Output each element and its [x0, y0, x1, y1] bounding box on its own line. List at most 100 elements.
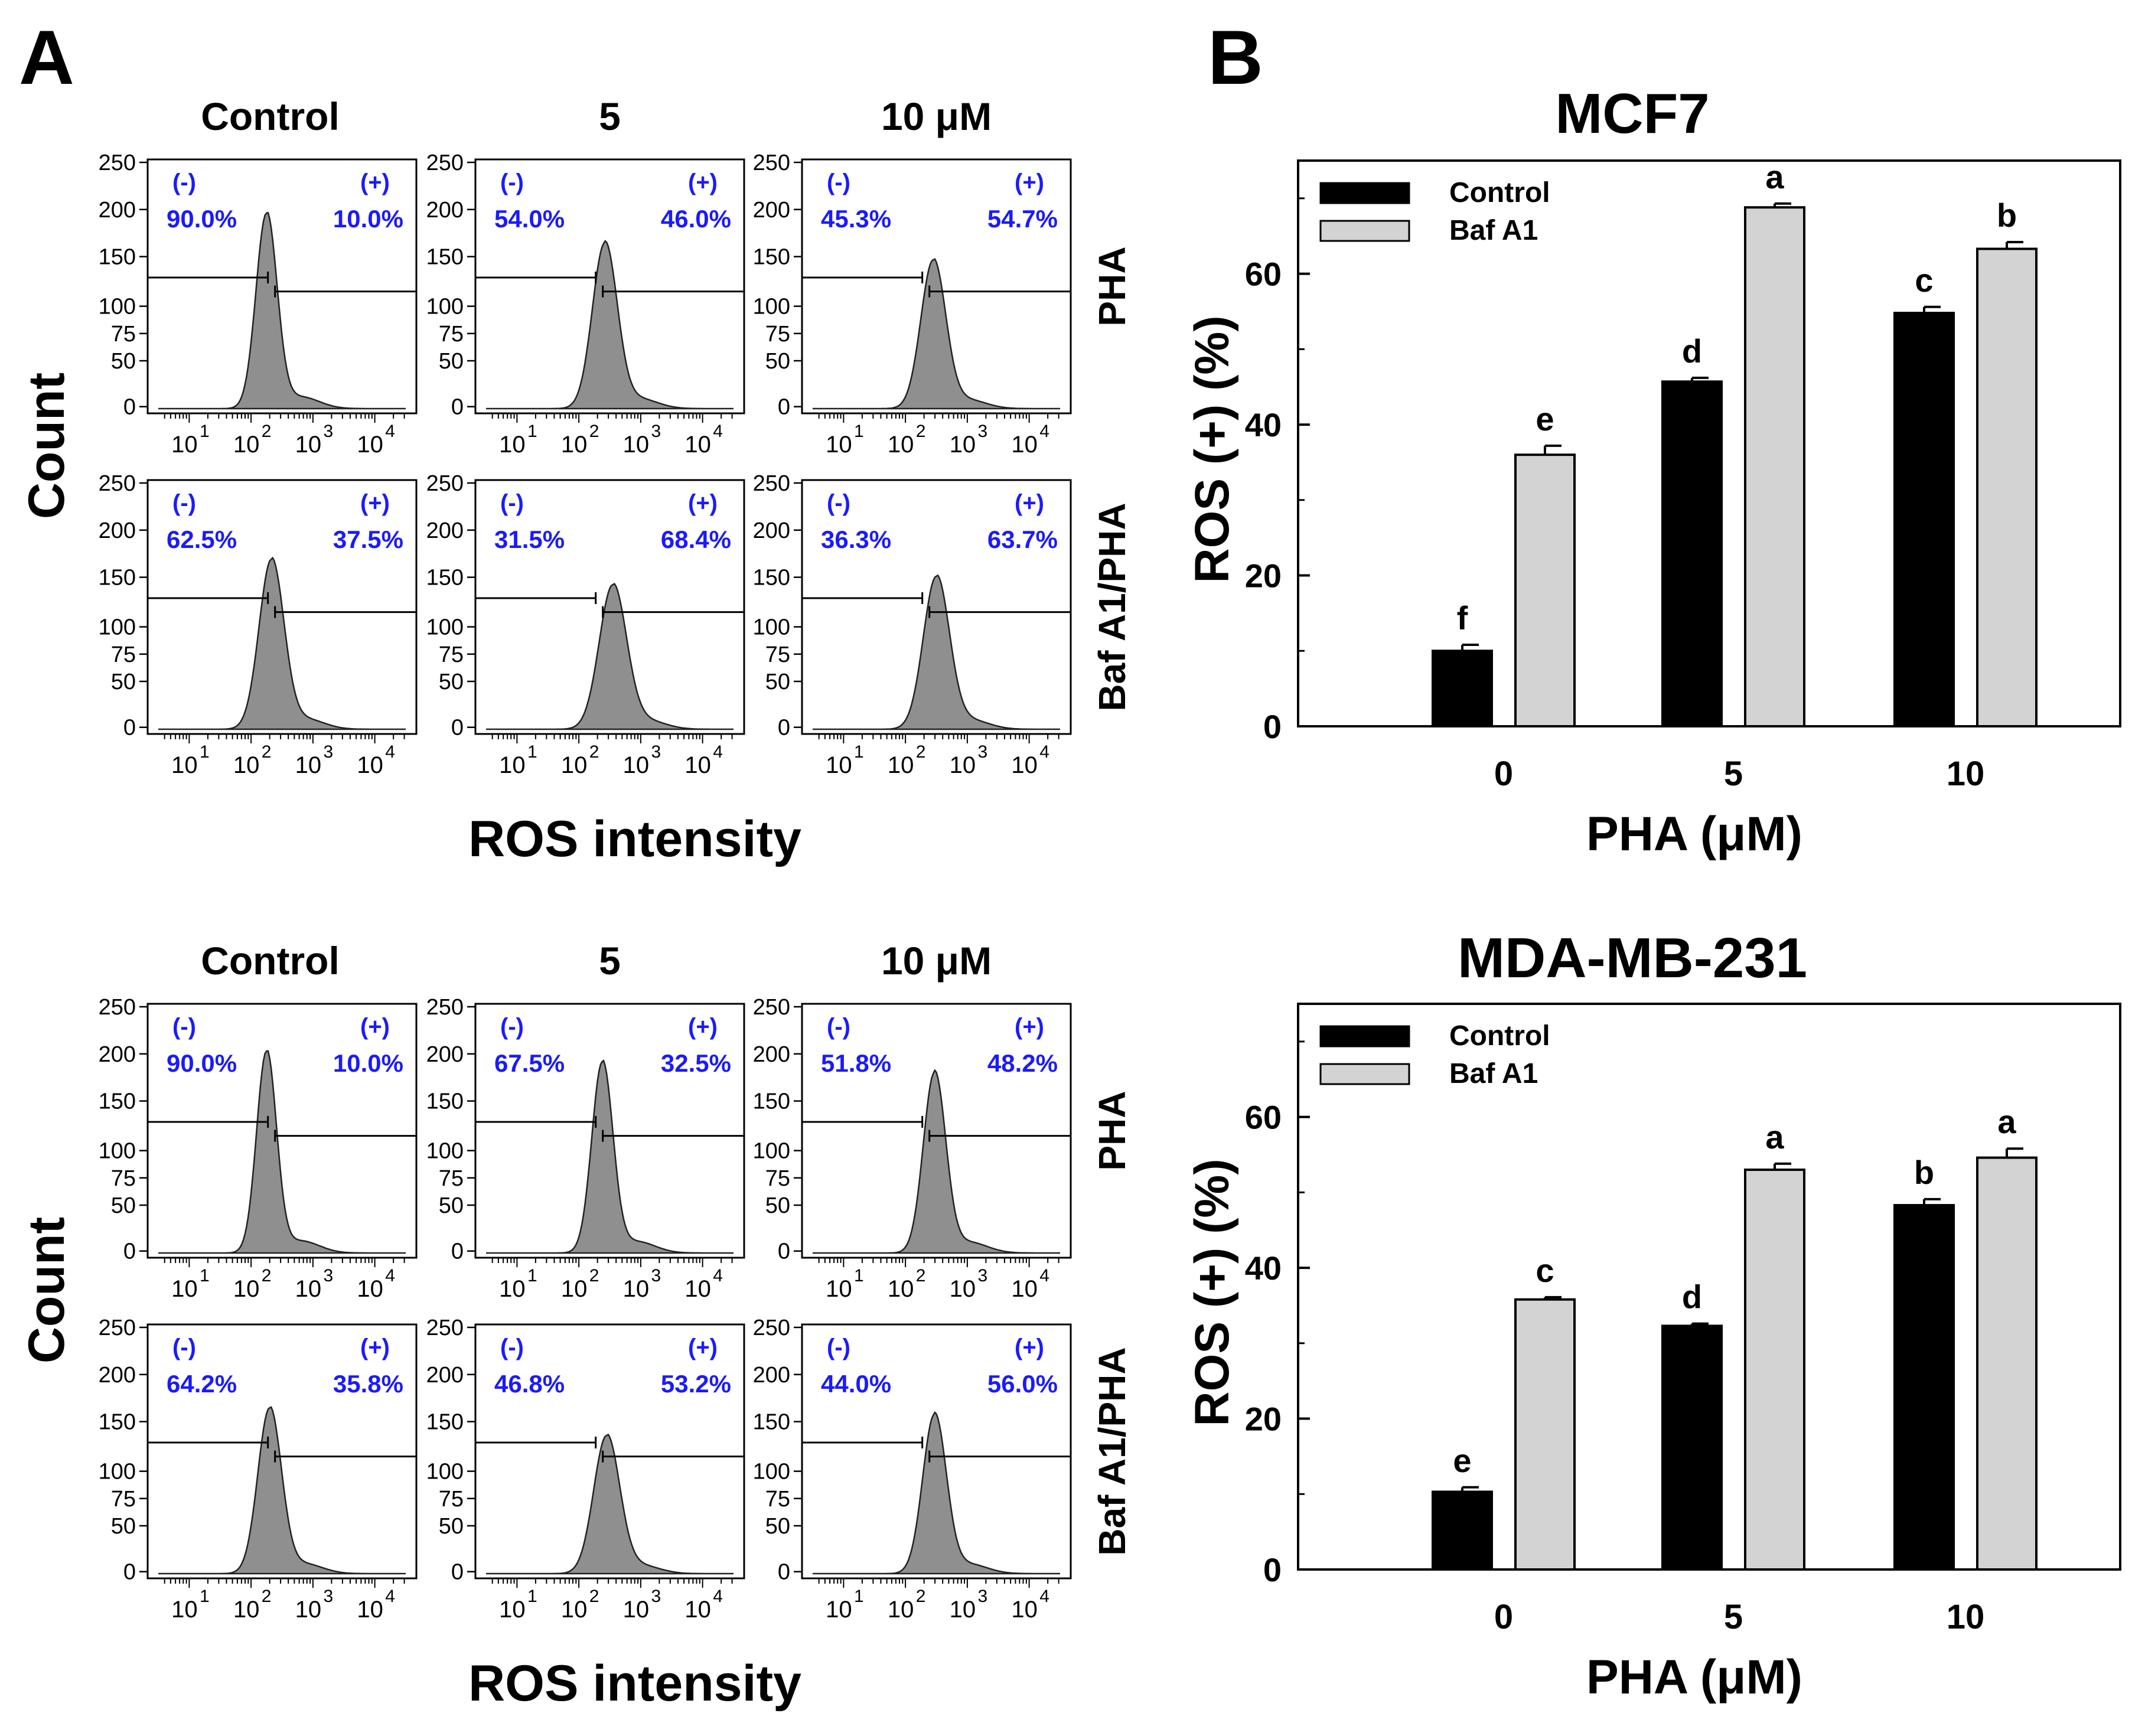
y-tick-label: 75 [111, 642, 136, 667]
gate-positive-label: (+) [688, 490, 718, 516]
x-tick-label: 10 [950, 752, 976, 778]
y-tick-label: 250 [99, 995, 136, 1020]
y-tick-label: 75 [439, 1166, 464, 1191]
gate-negative-label: (-) [827, 1014, 850, 1040]
y-tick-label: 200 [753, 518, 790, 543]
gate-positive-percent: 35.8% [333, 1370, 403, 1398]
y-tick-label: 40 [1245, 1249, 1282, 1287]
x-tick-label: 10 [684, 1597, 711, 1623]
gate-positive-percent: 48.2% [987, 1049, 1058, 1077]
gate-negative-label: (-) [172, 490, 196, 516]
legend-swatch [1319, 182, 1410, 204]
x-tick-exponent: 4 [1039, 742, 1049, 762]
x-tick-exponent: 1 [527, 1587, 537, 1606]
x-tick-exponent: 3 [651, 422, 661, 441]
y-tick-label: 50 [439, 1514, 464, 1539]
y-tick-label: 150 [426, 1410, 464, 1435]
x-tick-label: 10 [499, 752, 526, 778]
significance-letter: e [1536, 400, 1554, 438]
gate-positive-label: (+) [688, 1014, 718, 1040]
y-tick-label: 150 [753, 245, 790, 270]
y-tick-label: 75 [111, 1487, 136, 1512]
y-tick-label: 100 [753, 1139, 790, 1164]
histogram-curve [486, 1433, 734, 1575]
x-tick-exponent: 4 [713, 422, 723, 441]
x-tick-label: 10 [684, 1276, 711, 1302]
y-tick-label: 0 [1263, 708, 1282, 745]
x-tick-label: 10 [1947, 1598, 1985, 1636]
legend-swatch [1319, 1025, 1410, 1048]
x-tick-label: 10 [950, 1276, 976, 1302]
gate-positive-percent: 10.0% [333, 205, 403, 233]
x-tick-exponent: 4 [713, 1266, 723, 1285]
panel-label-a: A [19, 14, 74, 100]
y-tick-label: 0 [451, 1239, 464, 1264]
x-tick-exponent: 4 [1039, 422, 1049, 441]
gate-positive-label: (+) [1015, 490, 1044, 516]
histogram-curve [486, 240, 734, 410]
x-tick-label: 10 [684, 752, 711, 778]
y-tick-label: 75 [439, 642, 464, 667]
x-tick-exponent: 4 [713, 1587, 723, 1606]
gate-positive-percent: 68.4% [661, 526, 731, 553]
x-tick-label: 0 [1494, 1598, 1513, 1636]
y-tick-label: 50 [765, 670, 790, 694]
y-tick-label: 0 [778, 1560, 790, 1585]
y-tick-label: 100 [99, 1139, 136, 1164]
x-tick-label: 10 [295, 752, 322, 778]
y-tick-label: 150 [753, 566, 790, 590]
x-tick-label: 10 [561, 1597, 588, 1623]
x-tick-exponent: 1 [854, 1587, 864, 1606]
x-tick-exponent: 2 [589, 1266, 599, 1285]
x-tick-exponent: 1 [527, 1266, 537, 1285]
x-tick-label: 10 [171, 1276, 198, 1302]
gate-positive-percent: 46.0% [661, 205, 731, 233]
y-tick-label: 20 [1245, 1401, 1282, 1438]
y-tick-label: 200 [753, 198, 790, 223]
y-tick-label: 75 [111, 1166, 136, 1191]
chart-title: MCF7 [1555, 82, 1709, 145]
x-tick-label: 10 [561, 1276, 588, 1302]
y-tick-label: 250 [426, 1316, 464, 1340]
x-tick-exponent: 4 [1039, 1587, 1049, 1606]
gate-positive-label: (+) [360, 169, 390, 195]
y-tick-label: 150 [426, 245, 464, 270]
x-tick-label: 10 [233, 1597, 260, 1623]
gate-positive-label: (+) [360, 1014, 390, 1040]
x-tick-label: 10 [561, 432, 588, 458]
bar-baf-a1 [1976, 247, 2038, 727]
histogram-curve [486, 1059, 734, 1254]
y-tick-label: 200 [426, 1363, 464, 1388]
y-tick-label: 50 [111, 349, 136, 374]
y-axis-label-count: Count [18, 1217, 75, 1363]
histogram-curve [813, 1411, 1060, 1575]
significance-letter: c [1915, 262, 1933, 299]
significance-letter: d [1682, 332, 1702, 370]
x-tick-exponent: 1 [854, 742, 864, 762]
y-tick-label: 50 [111, 1193, 136, 1218]
legend-swatch [1319, 220, 1410, 242]
significance-letter: a [1765, 158, 1784, 195]
x-tick-exponent: 2 [262, 1266, 272, 1285]
y-tick-label: 250 [753, 471, 790, 496]
x-tick-exponent: 1 [527, 742, 537, 762]
significance-letter: f [1457, 599, 1468, 637]
x-tick-exponent: 1 [200, 422, 210, 441]
x-tick-exponent: 3 [324, 422, 334, 441]
x-tick-exponent: 1 [527, 422, 537, 441]
gate-positive-label: (+) [1015, 169, 1044, 195]
x-tick-label: 10 [233, 432, 260, 458]
row-label: Baf A1/PHA [1091, 502, 1133, 711]
y-tick-label: 0 [451, 716, 464, 740]
y-tick-label: 100 [426, 295, 464, 319]
y-tick-label: 75 [111, 322, 136, 347]
y-tick-label: 50 [765, 349, 790, 374]
